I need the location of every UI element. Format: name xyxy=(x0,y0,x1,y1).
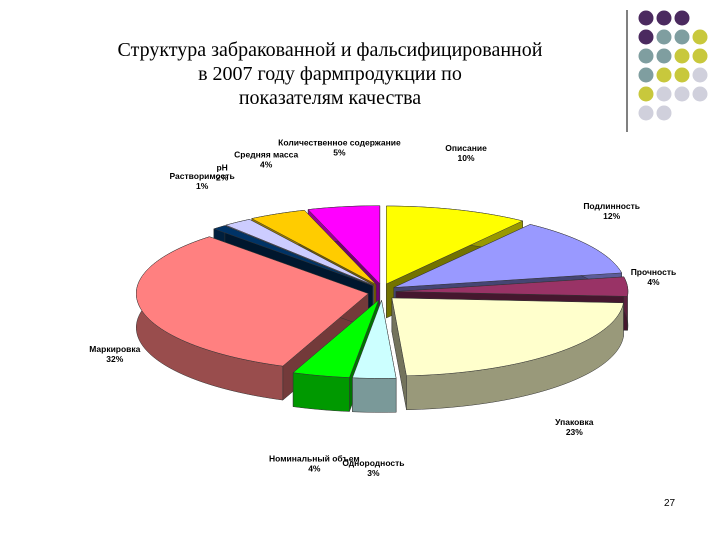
slice xyxy=(391,297,624,377)
value-label: 10% xyxy=(458,153,475,163)
dot xyxy=(692,29,708,45)
dot xyxy=(638,10,654,26)
value-label: 4% xyxy=(647,277,660,287)
value-label: 32% xyxy=(106,354,123,364)
slice xyxy=(352,299,397,379)
value-label: 1% xyxy=(196,181,209,191)
title-block: Структура забракованной и фальсифицирова… xyxy=(118,39,543,109)
value-label: 3% xyxy=(367,468,380,478)
value-label: 4% xyxy=(260,159,273,169)
slice xyxy=(213,225,373,286)
dot xyxy=(656,86,672,102)
dot xyxy=(674,86,690,102)
value-label: 23% xyxy=(566,427,583,437)
slice xyxy=(393,224,623,288)
dot xyxy=(674,29,690,45)
slice xyxy=(307,205,381,285)
page-number: 27 xyxy=(664,498,676,509)
slice xyxy=(136,236,369,367)
slice xyxy=(395,276,629,297)
value-label: 12% xyxy=(603,211,620,221)
decoration xyxy=(638,10,708,121)
category-label: Однородность xyxy=(342,458,404,468)
slice xyxy=(386,205,524,285)
dot xyxy=(638,48,654,64)
dot xyxy=(656,67,672,83)
slice-edge xyxy=(352,377,397,413)
category-label: Маркировка xyxy=(89,344,140,354)
category-label: Средняя масса xyxy=(234,149,298,159)
slice-edge xyxy=(292,372,350,412)
value-label: 5% xyxy=(333,148,346,158)
category-label: pH xyxy=(216,163,227,173)
pie: Описание10%Подлинность12%Прочность4%Упак… xyxy=(89,138,676,478)
value-label: 2% xyxy=(216,173,229,183)
slice xyxy=(225,219,374,286)
dot xyxy=(656,48,672,64)
category-label: Подлинность xyxy=(583,201,640,211)
category-label: Растворимость xyxy=(169,171,234,181)
dot xyxy=(638,105,654,121)
slice xyxy=(250,209,377,285)
dot xyxy=(638,86,654,102)
category-label: Количественное содержание xyxy=(278,138,401,148)
value-label: 4% xyxy=(308,464,321,474)
slice xyxy=(292,299,380,378)
dot xyxy=(674,67,690,83)
dot xyxy=(692,48,708,64)
category-label: Описание xyxy=(445,143,487,153)
chart-title: Структура забракованной и фальсифицирова… xyxy=(118,39,543,109)
dot xyxy=(692,86,708,102)
dot xyxy=(656,29,672,45)
category-label: Упаковка xyxy=(555,417,594,427)
dot xyxy=(692,67,708,83)
dot xyxy=(638,29,654,45)
dot xyxy=(638,67,654,83)
category-label: Прочность xyxy=(631,267,677,277)
category-label: Номинальный объем xyxy=(269,454,360,464)
dot xyxy=(674,10,690,26)
dot xyxy=(656,105,672,121)
dot xyxy=(674,48,690,64)
dot xyxy=(656,10,672,26)
